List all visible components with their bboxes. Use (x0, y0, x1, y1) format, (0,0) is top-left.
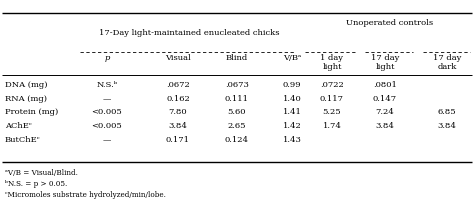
Text: 17 day: 17 day (371, 54, 399, 62)
Text: 7.80: 7.80 (169, 108, 187, 116)
Text: ᶜMicromoles substrate hydrolyzed/min/lobe.: ᶜMicromoles substrate hydrolyzed/min/lob… (5, 191, 166, 199)
Text: 6.85: 6.85 (438, 108, 456, 116)
Text: ᵇN.S. = p > 0.05.: ᵇN.S. = p > 0.05. (5, 180, 67, 188)
Text: Visual: Visual (165, 54, 191, 62)
Text: .0673: .0673 (225, 81, 249, 89)
Text: N.S.ᵇ: N.S.ᵇ (96, 81, 118, 89)
Text: 3.84: 3.84 (438, 122, 456, 130)
Text: 5.60: 5.60 (228, 108, 246, 116)
Text: 2.65: 2.65 (228, 122, 246, 130)
Text: light: light (322, 63, 342, 71)
Text: 1.40: 1.40 (283, 95, 301, 103)
Text: <0.005: <0.005 (91, 122, 122, 130)
Text: 0.171: 0.171 (166, 136, 190, 144)
Text: DNA (mg): DNA (mg) (5, 81, 47, 89)
Text: p: p (104, 54, 109, 62)
Text: 1.42: 1.42 (283, 122, 301, 130)
Text: dark: dark (438, 63, 456, 71)
Text: ButChEᶜ: ButChEᶜ (5, 136, 41, 144)
Text: 0.147: 0.147 (373, 95, 397, 103)
Text: 17 day: 17 day (433, 54, 461, 62)
Text: 17-Day light-maintained enucleated chicks: 17-Day light-maintained enucleated chick… (99, 29, 280, 37)
Text: Unoperated controls: Unoperated controls (346, 19, 433, 27)
Text: 0.117: 0.117 (320, 95, 344, 103)
Text: 1.74: 1.74 (323, 122, 341, 130)
Text: <0.005: <0.005 (91, 108, 122, 116)
Text: 7.24: 7.24 (375, 108, 394, 116)
Text: Protein (mg): Protein (mg) (5, 108, 58, 116)
Text: .0672: .0672 (166, 81, 190, 89)
Text: .0722: .0722 (320, 81, 344, 89)
Text: —: — (103, 136, 111, 144)
Text: RNA (mg): RNA (mg) (5, 95, 47, 103)
Text: ᵃV/B = Visual/Blind.: ᵃV/B = Visual/Blind. (5, 169, 78, 177)
Text: 0.111: 0.111 (225, 95, 249, 103)
Text: 3.84: 3.84 (375, 122, 394, 130)
Text: 0.99: 0.99 (283, 81, 301, 89)
Text: 0.124: 0.124 (225, 136, 249, 144)
Text: 1 day: 1 day (320, 54, 344, 62)
Text: V/Bᵃ: V/Bᵃ (283, 54, 301, 62)
Text: AChEᶜ: AChEᶜ (5, 122, 32, 130)
Text: light: light (375, 63, 395, 71)
Text: 5.25: 5.25 (323, 108, 341, 116)
Text: 3.84: 3.84 (169, 122, 187, 130)
Text: 1.41: 1.41 (283, 108, 301, 116)
Text: 1.43: 1.43 (283, 136, 301, 144)
Text: 0.162: 0.162 (166, 95, 190, 103)
Text: —: — (103, 95, 111, 103)
Text: Blind: Blind (226, 54, 248, 62)
Text: .0801: .0801 (373, 81, 397, 89)
